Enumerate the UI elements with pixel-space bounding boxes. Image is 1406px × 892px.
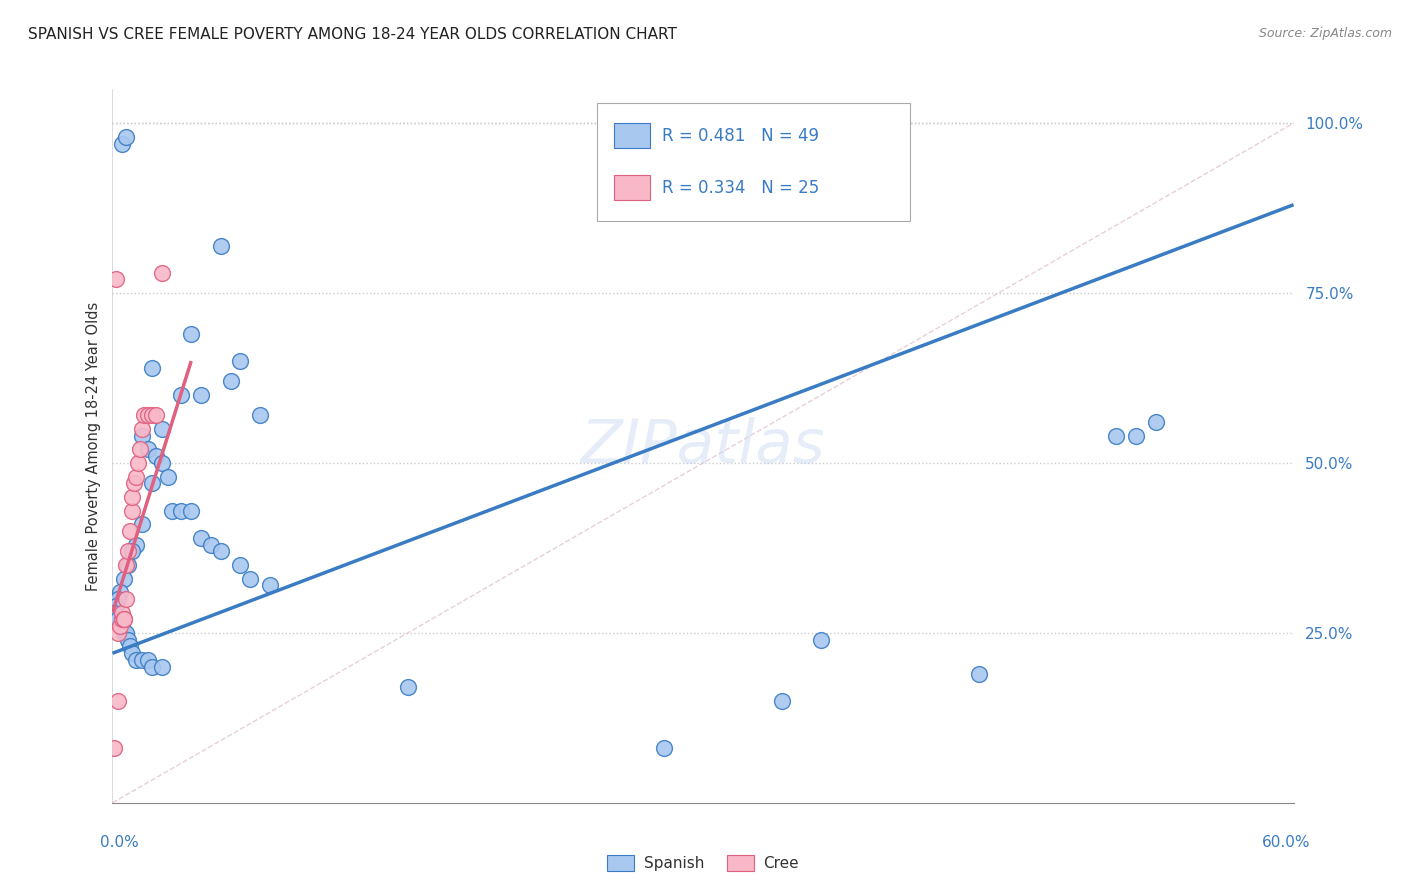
Point: [1125, 429, 1147, 443]
Point: [120, 640, 142, 654]
Point: [112, 612, 135, 626]
Point: [810, 632, 832, 647]
Point: [111, 619, 134, 633]
Point: [136, 442, 159, 457]
Point: [141, 360, 163, 375]
Point: [141, 660, 163, 674]
Point: [115, 626, 138, 640]
Point: [120, 524, 142, 538]
Point: [219, 375, 242, 389]
Text: SPANISH VS CREE FEMALE POVERTY AMONG 18-24 YEAR OLDS CORRELATION CHART: SPANISH VS CREE FEMALE POVERTY AMONG 18-…: [28, 27, 678, 42]
Point: [112, 626, 135, 640]
Point: [131, 422, 153, 436]
Point: [136, 409, 159, 423]
Text: R = 0.334   N = 25: R = 0.334 N = 25: [662, 178, 818, 196]
Point: [121, 503, 143, 517]
Point: [115, 129, 138, 144]
Point: [150, 266, 173, 280]
Point: [111, 606, 134, 620]
Point: [110, 585, 132, 599]
Point: [209, 544, 232, 558]
Point: [849, 116, 872, 130]
Point: [239, 572, 262, 586]
Point: [125, 469, 148, 483]
Point: [967, 666, 990, 681]
FancyBboxPatch shape: [596, 103, 910, 221]
Point: [115, 558, 138, 572]
Point: [107, 626, 129, 640]
Point: [103, 741, 125, 756]
Point: [156, 469, 179, 483]
Point: [180, 503, 202, 517]
Point: [131, 517, 153, 532]
Point: [107, 612, 129, 626]
Point: [229, 558, 252, 572]
Point: [190, 531, 212, 545]
Point: [117, 544, 139, 558]
Point: [145, 409, 167, 423]
Point: [145, 449, 167, 463]
Point: [1144, 415, 1167, 429]
Point: [249, 409, 271, 423]
Point: [150, 422, 173, 436]
Point: [110, 619, 132, 633]
Point: [105, 599, 128, 613]
Point: [111, 612, 134, 626]
Text: ZIPatlas: ZIPatlas: [581, 417, 825, 475]
Point: [170, 503, 193, 517]
Point: [117, 558, 139, 572]
Point: [190, 388, 212, 402]
Point: [112, 612, 135, 626]
Point: [121, 490, 143, 504]
Text: R = 0.481   N = 49: R = 0.481 N = 49: [662, 127, 818, 145]
Point: [652, 741, 675, 756]
Point: [209, 238, 232, 252]
FancyBboxPatch shape: [614, 123, 650, 148]
Point: [131, 429, 153, 443]
Point: [136, 653, 159, 667]
Point: [200, 537, 222, 551]
Point: [105, 272, 128, 286]
Point: [127, 456, 149, 470]
Point: [107, 694, 129, 708]
Point: [770, 694, 793, 708]
Point: [117, 632, 139, 647]
Point: [121, 544, 143, 558]
Point: [111, 136, 134, 151]
Point: [125, 653, 148, 667]
Point: [107, 591, 129, 606]
Point: [141, 476, 163, 491]
Point: [122, 476, 145, 491]
Point: [150, 660, 173, 674]
Point: [170, 388, 193, 402]
Point: [131, 653, 153, 667]
Point: [112, 572, 135, 586]
Point: [150, 456, 173, 470]
Point: [125, 537, 148, 551]
Text: 0.0%: 0.0%: [100, 836, 139, 850]
Text: 60.0%: 60.0%: [1263, 836, 1310, 850]
Legend: Spanish, Cree: Spanish, Cree: [600, 849, 806, 877]
Point: [259, 578, 281, 592]
Point: [103, 606, 125, 620]
Point: [396, 680, 419, 694]
Point: [121, 646, 143, 660]
Point: [141, 409, 163, 423]
Point: [1105, 429, 1128, 443]
Y-axis label: Female Poverty Among 18-24 Year Olds: Female Poverty Among 18-24 Year Olds: [86, 301, 101, 591]
Point: [180, 326, 202, 341]
Point: [115, 591, 138, 606]
Text: Source: ZipAtlas.com: Source: ZipAtlas.com: [1258, 27, 1392, 40]
Point: [229, 354, 252, 368]
Point: [132, 409, 155, 423]
Point: [129, 442, 152, 457]
Point: [160, 503, 183, 517]
FancyBboxPatch shape: [614, 175, 650, 200]
